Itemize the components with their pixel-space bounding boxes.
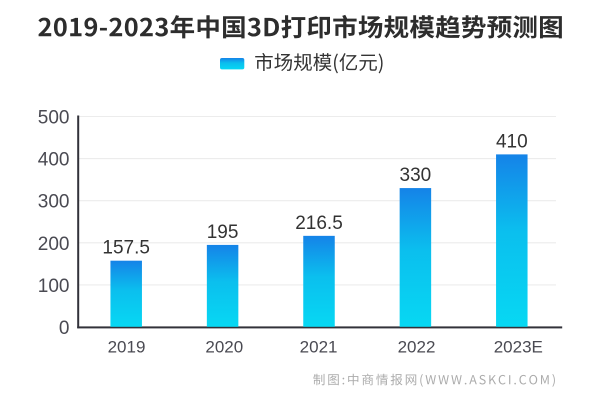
svg-text:300: 300 — [38, 192, 70, 213]
svg-text:2020: 2020 — [205, 337, 243, 356]
svg-text:400: 400 — [38, 150, 70, 171]
svg-text:2019: 2019 — [108, 337, 146, 356]
svg-text:2023E: 2023E — [494, 337, 543, 356]
svg-text:330: 330 — [400, 165, 432, 186]
svg-text:410: 410 — [496, 131, 528, 152]
svg-text:100: 100 — [38, 276, 70, 297]
svg-text:2021: 2021 — [300, 337, 338, 356]
svg-text:216.5: 216.5 — [295, 213, 343, 234]
svg-text:500: 500 — [38, 108, 70, 129]
svg-text:0: 0 — [59, 318, 70, 339]
svg-text:157.5: 157.5 — [102, 238, 150, 259]
svg-text:200: 200 — [38, 234, 70, 255]
svg-text:195: 195 — [207, 222, 239, 243]
svg-text:2022: 2022 — [398, 337, 436, 356]
